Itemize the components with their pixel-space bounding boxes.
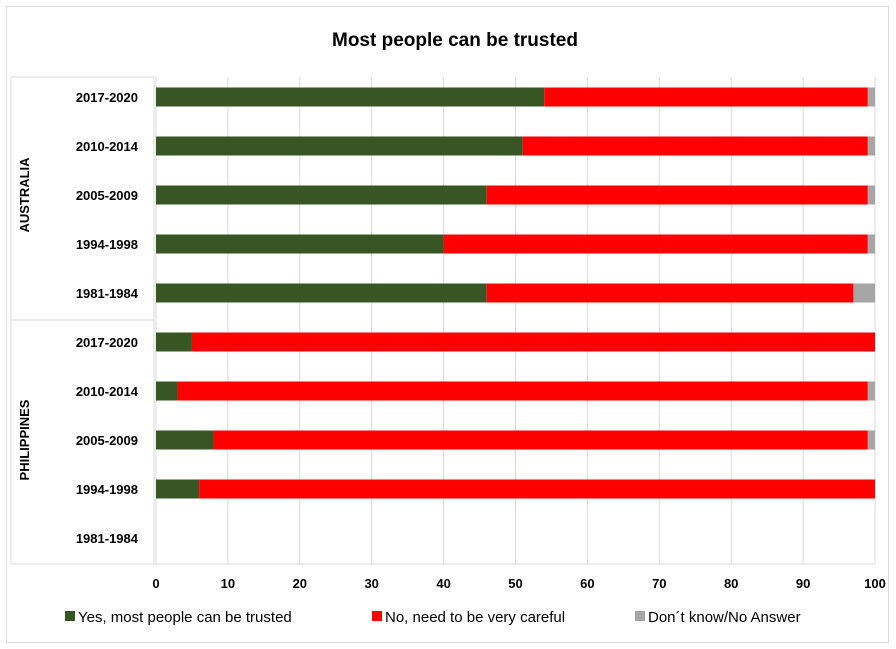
category-labels: 2017-2020 2010-2014 2005-2009 1994-1998 1981… — [17, 90, 139, 546]
bar-segment-no — [191, 332, 875, 352]
x-tick-label: 70 — [652, 576, 666, 591]
bar-segment-no — [199, 479, 875, 499]
chart-frame: Most people can be trusted 2017-2020 2010… — [6, 6, 889, 643]
bars — [156, 87, 875, 499]
legend-swatch — [635, 611, 645, 621]
x-tick-label: 90 — [796, 576, 810, 591]
bar-segment-dont-know — [867, 87, 875, 107]
category-label: 2017-2020 — [76, 90, 138, 105]
bar-segment-no — [486, 185, 868, 205]
bar-segment-yes — [156, 381, 178, 401]
bar-segment-dont-know — [867, 381, 875, 401]
category-frame — [10, 76, 875, 565]
bar-segment-no — [544, 87, 868, 107]
bar-segment-yes — [156, 479, 200, 499]
bar-segment-yes — [156, 430, 214, 450]
bar-segment-yes — [156, 87, 545, 107]
bar-segment-yes — [156, 234, 444, 254]
bar-segment-yes — [156, 283, 487, 303]
bar-segment-dont-know — [853, 283, 875, 303]
bar-segment-no — [177, 381, 868, 401]
chart-title: Most people can be trusted — [332, 30, 578, 51]
x-tick-label: 20 — [293, 576, 307, 591]
category-label: 2010-2014 — [76, 139, 139, 154]
bar-segment-dont-know — [867, 185, 875, 205]
category-label: 1981-1984 — [76, 531, 139, 546]
category-label: 1994-1998 — [76, 482, 138, 497]
x-tick-label: 30 — [364, 576, 378, 591]
group-label: AUSTRALIA — [17, 157, 32, 233]
legend-label: No, need to be very careful — [385, 609, 565, 626]
x-tick-label: 100 — [864, 576, 886, 591]
bar-segment-yes — [156, 332, 192, 352]
legend-swatch — [372, 611, 382, 621]
x-tick-label: 10 — [221, 576, 235, 591]
group-label: PHILIPPINES — [17, 399, 32, 480]
bar-segment-no — [443, 234, 868, 254]
bar-segment-yes — [156, 185, 487, 205]
category-label: 2010-2014 — [76, 384, 139, 399]
category-label: 2017-2020 — [76, 335, 138, 350]
legend-swatch — [65, 611, 75, 621]
bar-segment-dont-know — [867, 430, 875, 450]
legend-label: Don´t know/No Answer — [648, 609, 801, 626]
legend-label: Yes, most people can be trusted — [78, 609, 292, 626]
x-tick-label: 40 — [436, 576, 450, 591]
category-label: 1981-1984 — [76, 286, 139, 301]
bar-segment-no — [522, 136, 868, 156]
bar-segment-no — [213, 430, 868, 450]
bar-segment-dont-know — [867, 234, 875, 254]
x-tick-label: 60 — [580, 576, 594, 591]
x-tick-label: 80 — [724, 576, 738, 591]
category-label: 2005-2009 — [76, 433, 138, 448]
stacked-bar-chart: Most people can be trusted 2017-20202010… — [10, 30, 886, 626]
bar-segment-no — [486, 283, 854, 303]
x-axis-ticks: 0 10 20 30 40 50 60 70 80 90 100 — [152, 576, 885, 591]
legend: Yes, most people can be trusted No, need … — [65, 609, 801, 626]
bar-segment-yes — [156, 136, 523, 156]
bar-segment-dont-know — [867, 136, 875, 156]
x-tick-label: 50 — [508, 576, 522, 591]
category-label: 2005-2009 — [76, 188, 138, 203]
x-tick-label: 0 — [152, 576, 159, 591]
category-label: 1994-1998 — [76, 237, 138, 252]
